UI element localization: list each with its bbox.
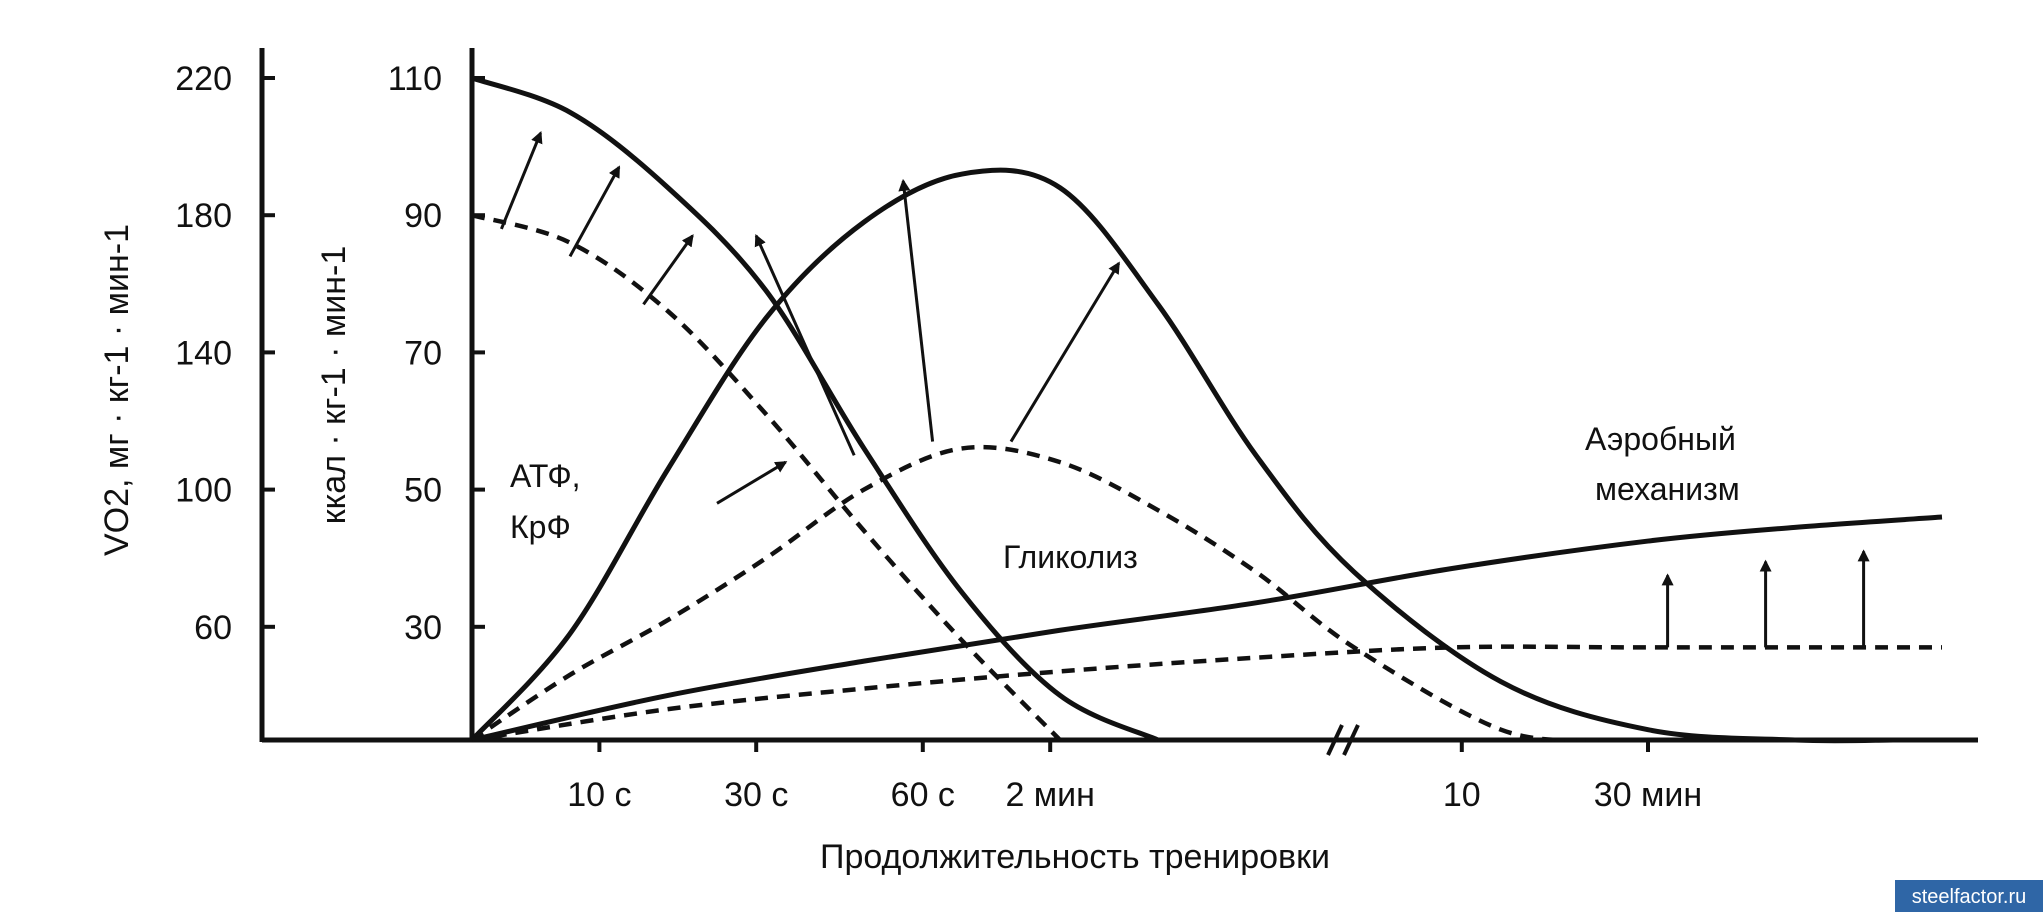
- atp-label-line2: КрФ: [510, 509, 571, 545]
- left-y-tick-label: 220: [175, 60, 232, 98]
- arrow-layer: [500, 131, 1870, 648]
- x-tick-label: 10: [1443, 776, 1481, 814]
- right-y-tick-label: 90: [404, 197, 442, 235]
- series-line-aerobic-trained: [471, 514, 1943, 743]
- left-y-tick-label: 140: [175, 334, 232, 372]
- x-ticks: 10 с 30 с 60 с 2 мин 10 30 мин: [567, 740, 1702, 814]
- series-line-aerobic-untrained: [471, 644, 1942, 743]
- left-y-axis-title: VO2, мг · кг-1 · мин-1: [98, 224, 136, 556]
- right-y-tick-label: 50: [404, 472, 442, 510]
- axis-break-marker: [1326, 724, 1360, 756]
- improvement-arrow: [898, 178, 935, 442]
- x-tick-label: 10 с: [567, 776, 631, 814]
- x-tick-label: 30 с: [724, 776, 788, 814]
- series-line-atp-trained: [471, 75, 1160, 743]
- right-y-tick-label: 70: [404, 334, 442, 372]
- x-tick-label: 2 мин: [1005, 776, 1095, 814]
- improvement-arrow: [642, 234, 694, 306]
- aerobic-label-line2: механизм: [1595, 471, 1740, 507]
- left-y-ticks: 60 100 140 180 220: [175, 60, 275, 647]
- improvement-arrow: [1009, 261, 1121, 443]
- series-layer: [470, 75, 1943, 744]
- atp-label: АТФ,: [510, 458, 581, 494]
- x-tick-label: 30 мин: [1594, 776, 1702, 814]
- improvement-arrow: [568, 165, 621, 258]
- left-y-tick-label: 180: [175, 197, 232, 235]
- watermark-text: steelfactor.ru: [1912, 886, 2027, 908]
- improvement-arrow: [716, 460, 788, 505]
- watermark-badge: [1895, 880, 2043, 912]
- right-y-tick-label: 110: [388, 60, 442, 98]
- series-line-glycolysis-untrained: [470, 444, 1600, 743]
- right-y-tick-label: 30: [404, 609, 442, 647]
- aerobic-label: Аэробный: [1585, 421, 1736, 457]
- x-axis-title: Продолжительность тренировки: [820, 838, 1330, 876]
- improvement-arrow: [500, 131, 543, 230]
- series-line-atp-untrained: [471, 213, 1062, 742]
- x-tick-label: 60 с: [891, 776, 955, 814]
- right-y-axis-title: ккал · кг-1 · мин-1: [315, 246, 353, 525]
- glycolysis-label: Гликолиз: [1003, 539, 1138, 575]
- improvement-arrow: [754, 233, 856, 456]
- right-y-ticks: 30 50 70 90 110: [388, 60, 485, 647]
- series-line-glycolysis-trained: [470, 167, 1894, 744]
- left-y-tick-label: 60: [194, 609, 232, 647]
- left-y-tick-label: 100: [175, 472, 232, 510]
